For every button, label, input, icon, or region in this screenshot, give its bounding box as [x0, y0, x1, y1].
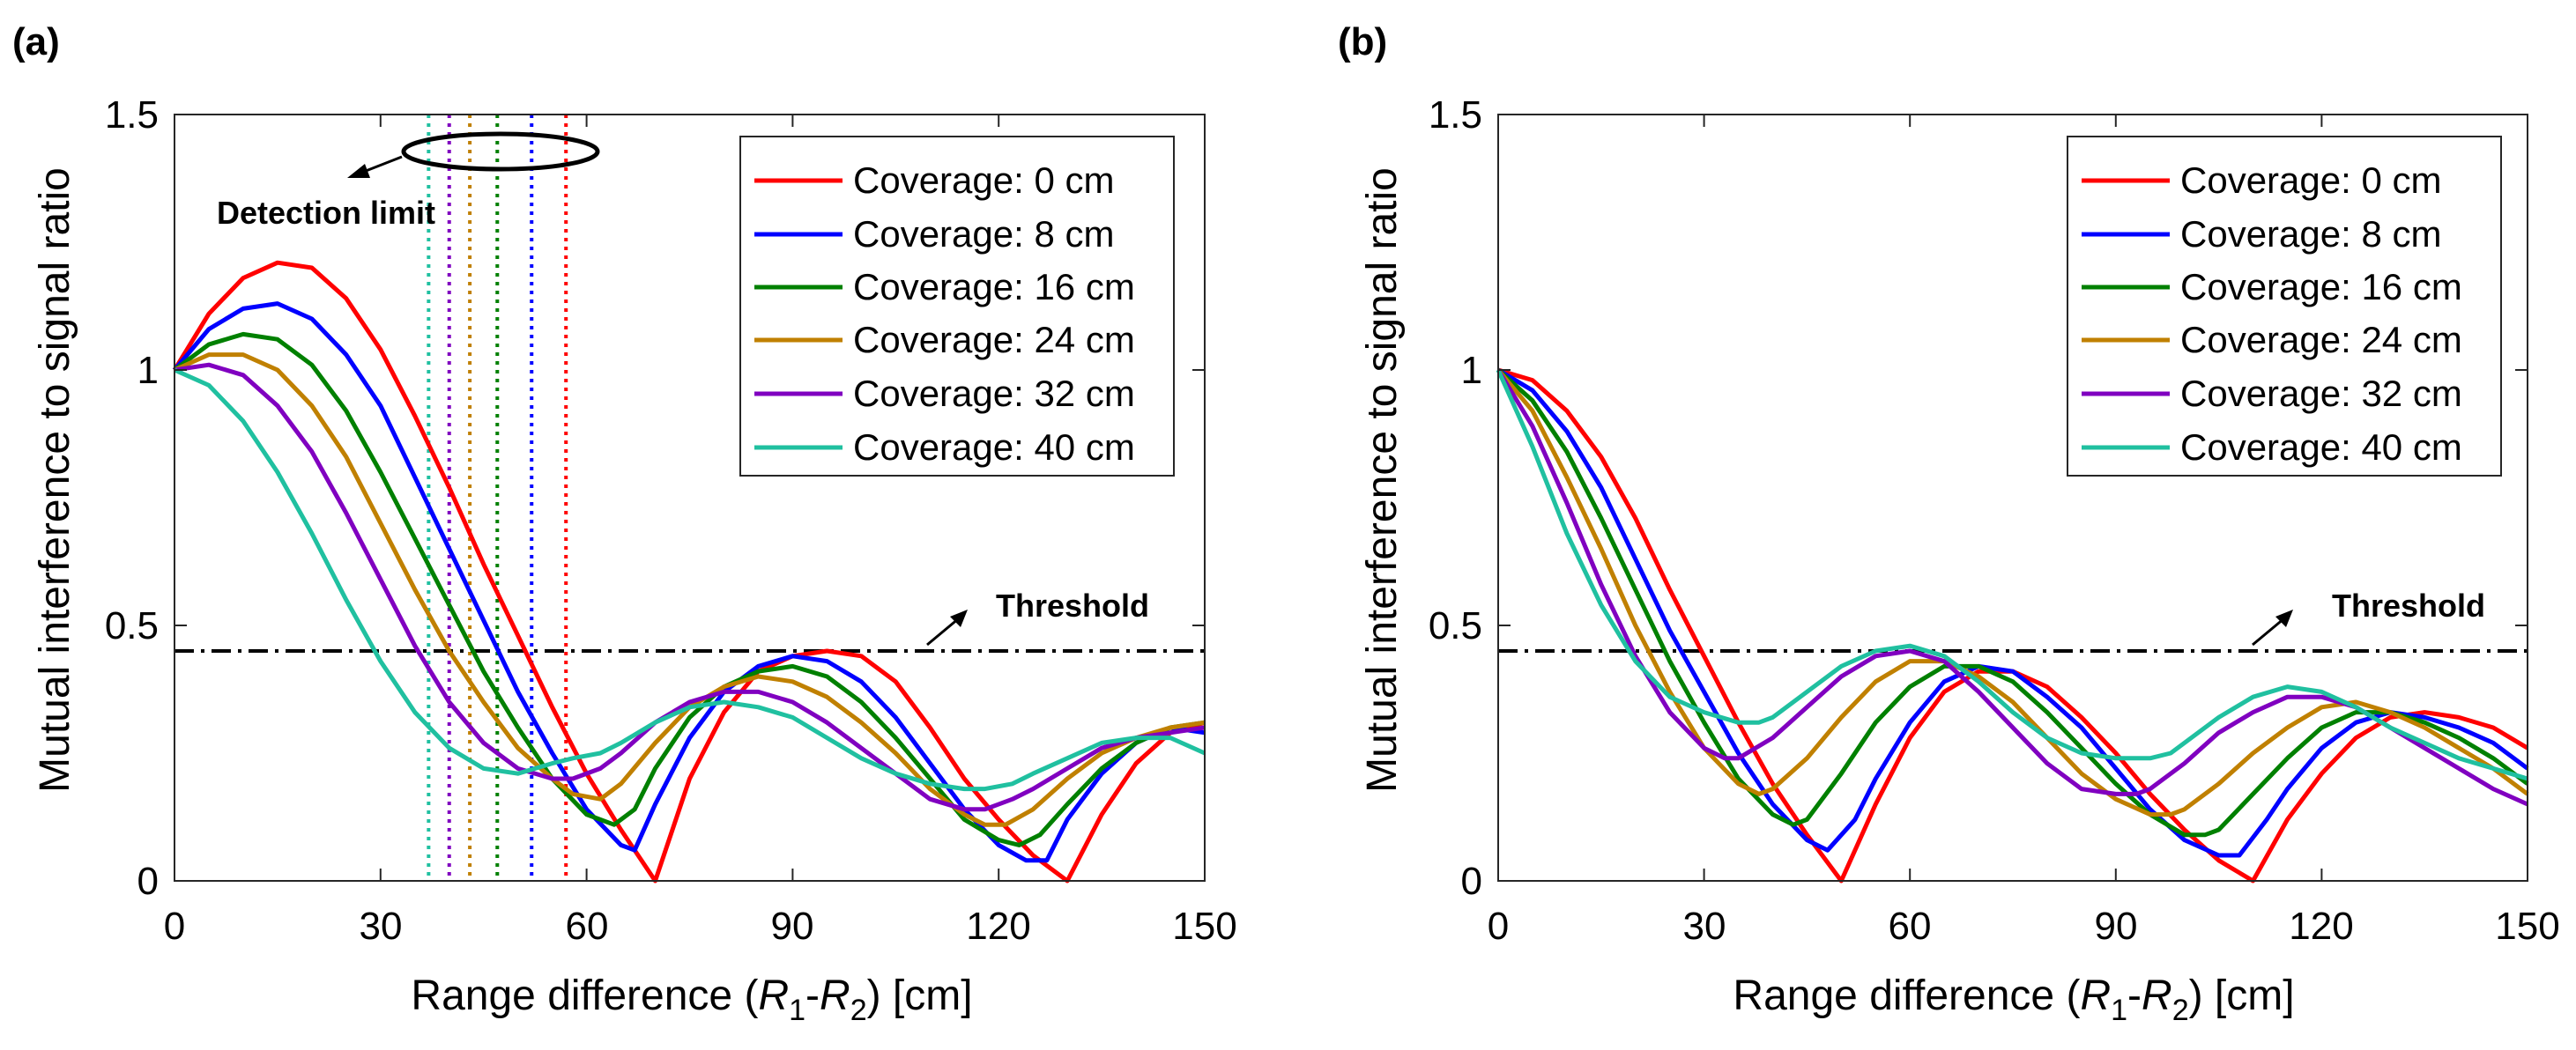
x-tick-label: 150 — [2495, 905, 2559, 948]
x-tick-label: 30 — [1683, 905, 1726, 948]
x-axis-title: Range difference (R1-R2) [cm] — [1733, 972, 2294, 1027]
y-tick-label: 1.5 — [105, 93, 159, 137]
x-tick-label: 90 — [2095, 905, 2138, 948]
detection-limit-arrowhead — [347, 164, 370, 178]
series-line-4 — [174, 362, 1206, 812]
series-line-5 — [1496, 368, 2528, 781]
panel-a: (a) Mutual interference to signal ratio … — [12, 20, 1237, 1027]
y-tick-label: 1 — [1461, 349, 1482, 392]
legend-entry: Coverage: 16 cm — [2180, 266, 2462, 307]
threshold-arrowhead — [950, 610, 968, 627]
threshold-arrowhead — [2275, 610, 2293, 627]
axis-ticks — [174, 114, 1206, 882]
x-tick-label: 60 — [1889, 905, 1932, 948]
y-axis-title: Mutual interference to signal ratio — [32, 167, 78, 793]
threshold-arrow — [2252, 617, 2285, 647]
legend-entry: Coverage: 0 cm — [853, 159, 1114, 201]
y-tick-label: 0 — [137, 860, 159, 903]
threshold-arrow — [926, 617, 960, 647]
series-line-1 — [173, 301, 1206, 863]
legend-entry: Coverage: 24 cm — [853, 319, 1135, 360]
plot-frame — [1497, 114, 2528, 882]
detection-limit-ellipse — [401, 131, 600, 172]
panel-b: (b) Mutual interference to signal ratio … — [1338, 20, 2560, 1027]
y-tick-label: 0.5 — [1429, 604, 1482, 647]
series-line-2 — [173, 331, 1206, 847]
legend-box — [2067, 136, 2502, 477]
detection-limit-arrow — [360, 155, 403, 174]
y-axis-title: Mutual interference to signal ratio — [1359, 167, 1406, 793]
series-line-1 — [1496, 367, 2529, 858]
x-tick-label: 120 — [2289, 905, 2353, 948]
legend-entry: Coverage: 8 cm — [853, 213, 1114, 255]
legend: Coverage: 0 cm Coverage: 8 cm Coverage: … — [2067, 136, 2502, 477]
series-line-0 — [172, 260, 1206, 884]
x-tick-label: 0 — [164, 905, 185, 948]
series-lines — [1496, 367, 2529, 884]
legend-box — [739, 136, 1175, 477]
y-tick-label: 0.5 — [105, 604, 159, 647]
series-line-5 — [173, 367, 1206, 792]
threshold-annotation: Threshold — [926, 588, 1149, 647]
plot-frame — [174, 114, 1206, 882]
axis-ticks — [1497, 114, 2528, 882]
series-lines — [172, 260, 1206, 884]
y-tick-label: 0 — [1461, 860, 1482, 903]
y-tick-label: 1.5 — [1429, 93, 1482, 137]
threshold-label: Threshold — [2332, 588, 2485, 624]
panel-label: (a) — [12, 20, 60, 63]
detection-limit-label: Detection limit — [217, 195, 435, 231]
y-tick-label: 1 — [137, 349, 159, 392]
x-tick-label: 30 — [360, 905, 403, 948]
legend-entry: Coverage: 0 cm — [2180, 159, 2441, 201]
detection-limit-annotation: Detection limit — [217, 131, 600, 231]
legend-entry: Coverage: 24 cm — [2180, 319, 2462, 360]
legend-entry: Coverage: 8 cm — [2180, 213, 2441, 255]
legend: Coverage: 0 cm Coverage: 8 cm Coverage: … — [739, 136, 1175, 477]
x-tick-label: 120 — [966, 905, 1030, 948]
x-axis-title: Range difference (R1-R2) [cm] — [411, 972, 972, 1027]
legend-entry: Coverage: 32 cm — [2180, 373, 2462, 414]
threshold-label: Threshold — [996, 588, 1149, 624]
legend-entry: Coverage: 16 cm — [853, 266, 1135, 307]
legend-entry: Coverage: 40 cm — [2180, 426, 2462, 468]
legend-entry: Coverage: 32 cm — [853, 373, 1135, 414]
x-tick-label: 0 — [1488, 905, 1509, 948]
legend-entry: Coverage: 40 cm — [853, 426, 1135, 468]
panel-label: (b) — [1338, 20, 1387, 63]
x-tick-label: 60 — [566, 905, 609, 948]
x-tick-label: 90 — [771, 905, 814, 948]
threshold-annotation: Threshold — [2252, 588, 2485, 647]
series-line-2 — [1496, 368, 2529, 838]
x-tick-label: 150 — [1172, 905, 1236, 948]
